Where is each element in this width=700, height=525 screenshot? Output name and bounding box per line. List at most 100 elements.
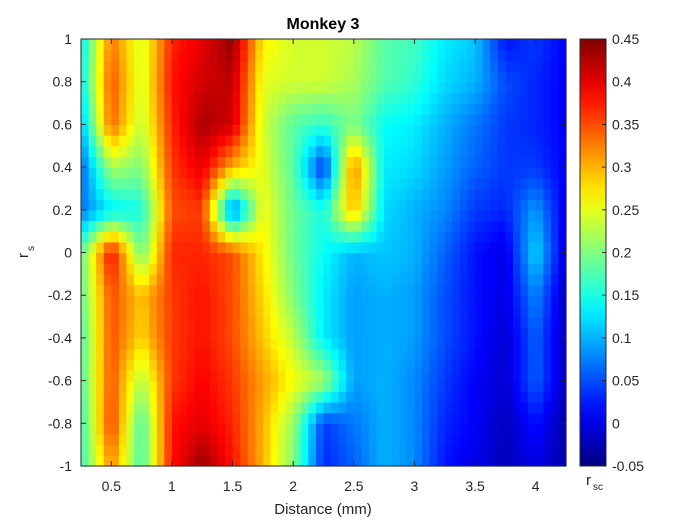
heatmap-cell [118,369,128,382]
heatmap-cell [300,199,309,211]
heatmap-cell [171,60,181,72]
heatmap-cell [550,135,560,147]
heatmap-cell [376,71,385,83]
heatmap-cell [543,60,552,72]
heatmap-cell [149,252,158,264]
heatmap-cell [293,433,302,446]
heatmap-cell [505,348,514,360]
heatmap-cell [300,412,309,424]
heatmap-cell [384,92,393,104]
heatmap-cell [81,252,90,264]
heatmap-cell [520,284,529,296]
heatmap-cell [512,348,522,360]
heatmap-cell [240,455,249,467]
heatmap-cell [308,305,317,318]
heatmap-cell [179,209,188,222]
heatmap-cell [414,177,423,190]
heatmap-cell [96,241,105,254]
heatmap-cell [331,167,340,179]
heatmap-cell [255,220,264,232]
heatmap-cell [209,49,219,61]
heatmap-cell [505,284,514,296]
heatmap-cell [543,433,552,446]
heatmap-cell [285,103,294,115]
heatmap-cell [422,113,431,125]
heatmap-cell [81,124,90,136]
heatmap-cell [308,92,317,104]
heatmap-cell [535,81,544,93]
heatmap-cell [217,177,226,190]
heatmap-cell [520,241,529,254]
heatmap-cell [399,209,408,222]
heatmap-cell [543,156,552,168]
heatmap-cell [376,81,385,93]
heatmap-cell [497,401,506,414]
heatmap-cell [459,359,469,371]
heatmap-cell [361,39,370,51]
heatmap-cell [437,188,446,200]
heatmap-cell [255,124,264,136]
heatmap-cell [315,113,325,125]
heatmap-cell [156,423,165,435]
heatmap-cell [497,337,506,350]
heatmap-cell [240,337,249,350]
heatmap-cell [414,231,423,243]
heatmap-cell [550,327,560,339]
heatmap-cell [346,305,355,318]
heatmap-cell [224,391,234,403]
heatmap-cell [338,273,347,286]
heatmap-cell [300,231,309,243]
heatmap-cell [452,188,461,200]
heatmap-cell [467,81,476,93]
heatmap-cell [270,380,279,392]
heatmap-cell [202,71,211,83]
heatmap-cell [520,167,529,179]
heatmap-cell [361,49,370,61]
heatmap-cell [209,263,219,275]
heatmap-cell [81,113,90,125]
heatmap-cell [490,167,499,179]
heatmap-cell [262,348,272,360]
heatmap-cell [520,455,529,467]
heatmap-cell [308,433,317,446]
heatmap-cell [202,327,211,339]
heatmap-cell [414,92,423,104]
heatmap-cell [550,81,560,93]
heatmap-cell [512,209,522,222]
heatmap-cell [475,209,484,222]
heatmap-cell [111,145,120,158]
heatmap-cell [96,188,105,200]
heatmap-cell [217,124,226,136]
heatmap-cell [194,113,203,125]
heatmap-cell [444,327,453,339]
heatmap-cell [209,401,219,414]
heatmap-cell [391,220,400,232]
heatmap-cell [452,316,461,328]
heatmap-cell [179,188,188,200]
heatmap-cell [308,188,317,200]
heatmap-cell [452,209,461,222]
heatmap-cell [111,71,120,83]
heatmap-cell [505,199,514,211]
heatmap-cell [558,348,567,360]
heatmap-cell [96,391,105,403]
heatmap-cell [543,145,552,158]
heatmap-cell [217,284,226,296]
heatmap-cell [452,71,461,83]
heatmap-cell [96,348,105,360]
heatmap-cell [543,423,552,435]
heatmap-cell [209,348,219,360]
heatmap-cell [520,199,529,211]
heatmap-cell [126,284,135,296]
heatmap-cell [406,252,416,264]
heatmap-cell [111,401,120,414]
heatmap-cell [141,188,150,200]
heatmap-cell [308,401,317,414]
heatmap-cell [171,444,181,456]
heatmap-cell [338,241,347,254]
heatmap-cell [141,455,150,467]
heatmap-cell [156,113,165,125]
heatmap-cell [475,113,484,125]
heatmap-cell [490,316,499,328]
heatmap-cell [247,156,256,168]
